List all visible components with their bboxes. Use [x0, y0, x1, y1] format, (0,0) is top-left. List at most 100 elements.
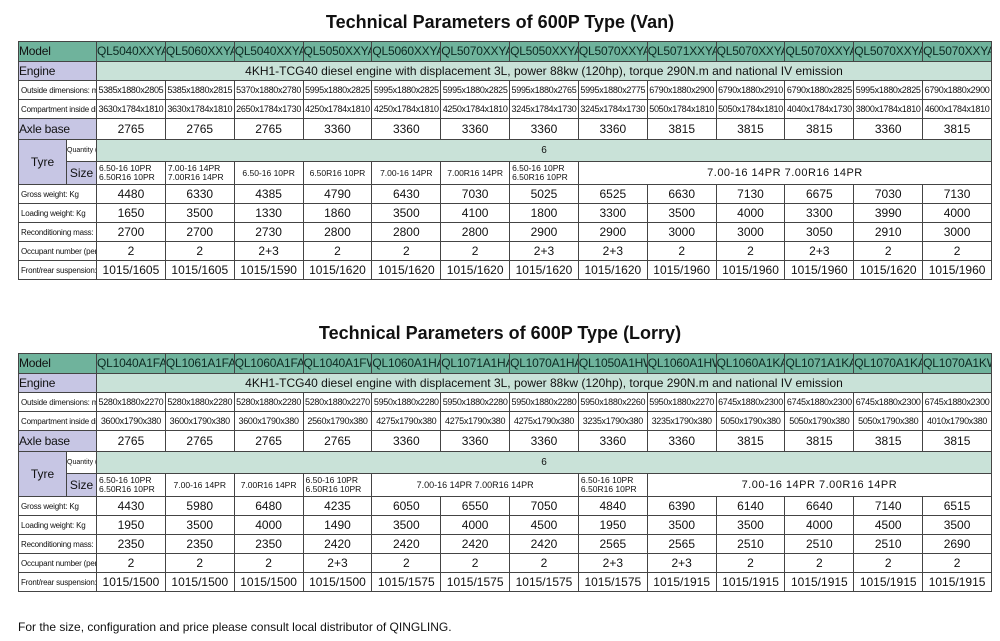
occupant-number-row-label: Occupant number (person) [18, 241, 97, 261]
occupant-number-row-cell: 2 [784, 553, 855, 573]
inside-dimensions-row-cell: 4275x1790x380 [440, 411, 511, 431]
model-row-cell: QL1060A1FA [233, 353, 304, 374]
loading-weight-row-cell: 4500 [853, 515, 924, 535]
gross-weight-row-cell: 6480 [233, 496, 304, 516]
outside-dimensions-row-cell: 6790x1880x2900 [922, 80, 992, 100]
suspension-row-cell: 1015/1605 [96, 260, 166, 280]
model-row-cell: QL5070XXYA1HW [577, 41, 648, 62]
loading-weight-row-cell: 1800 [509, 203, 579, 223]
reconditioning-mass-row-cell: 2350 [233, 534, 304, 554]
loading-weight-row-cell: 3500 [371, 515, 442, 535]
inside-dimensions-row-cell: 2560x1790x380 [302, 411, 373, 431]
inside-dimensions-row-cell: 3235x1790x380 [646, 411, 717, 431]
tyre-size-row: Size 6.50-16 10PR 6.50R16 10PR 7.00-16 1… [19, 473, 993, 497]
occupant-number-row-cell: 2+3 [646, 553, 717, 573]
inside-dimensions-row-label: Compartment inside dimensions: mm [18, 99, 97, 119]
axle-base-row-cell: 3360 [440, 430, 511, 452]
inside-dimensions-row-cell: 4250x1784x1810 [440, 99, 511, 119]
reconditioning-mass-row-cell: 3000 [922, 222, 992, 242]
engine-description: 4KH1-TCG40 diesel engine with displaceme… [96, 373, 992, 393]
tyre-size-cell: 7.00R16 14PR [440, 161, 511, 185]
axle-base-row: Axle base 2765 2765 2765 2765 3360 3360 3360 336… [18, 430, 992, 452]
outside-dimensions-row-cell: 5385x1880x2805 [96, 80, 166, 100]
tyre-size-secondary: 6.50R16 10PR [305, 484, 362, 494]
tyre-size-secondary: 6.50R16 10PR [99, 484, 155, 494]
model-row-cell: QL1070A1KW [922, 353, 992, 374]
outside-dimensions-row-cell: 5280x1880x2280 [233, 392, 304, 412]
occupant-number-row-cell: 2 [96, 241, 166, 261]
reconditioning-mass-row-cell: 2420 [371, 534, 442, 554]
reconditioning-mass-row-cell: 2900 [509, 222, 579, 242]
reconditioning-mass-row-cell: 2900 [577, 222, 648, 242]
gross-weight-row-label: Gross weight: Kg [18, 496, 97, 516]
reconditioning-mass-row-cell: 2565 [646, 534, 717, 554]
occupant-number-row-cell: 2+3 [577, 553, 648, 573]
axle-base-row-cell: 3360 [577, 118, 648, 140]
gross-weight-row-cell: 6140 [715, 496, 786, 516]
axle-base-row-cell: 2765 [164, 430, 235, 452]
suspension-row-cell: 1015/1915 [784, 572, 855, 592]
loading-weight-row-cell: 4000 [715, 203, 786, 223]
tyre-size-cell: 7.00R16 14PR [233, 473, 304, 497]
size-label: Size [66, 161, 97, 185]
occupant-number-row-cell: 2+3 [233, 241, 304, 261]
model-row-cell: QL5070XXYA1HA [440, 41, 511, 62]
inside-dimensions-row-cell: 2650x1784x1730 [233, 99, 304, 119]
loading-weight-row-cell: 4500 [509, 515, 579, 535]
loading-weight-row-cell: 3500 [164, 515, 235, 535]
model-row-cell: QL1060A1KA [715, 353, 786, 374]
gross-weight-row-cell: 6630 [646, 184, 717, 204]
axle-base-row-cell: 3815 [784, 430, 855, 452]
gross-weight-row-cell: 7030 [440, 184, 511, 204]
reconditioning-mass-row-cell: 2700 [164, 222, 235, 242]
occupant-number-row-cell: 2+3 [302, 553, 373, 573]
reconditioning-mass-row-cell: 2510 [715, 534, 786, 554]
reconditioning-mass-row-label: Reconditioning mass: kg [18, 222, 97, 242]
occupant-number-row: Occupant number (person)2222+32222+32+32… [18, 553, 992, 573]
model-row-cell: QL5040XXYA1FW [233, 41, 304, 62]
suspension-row-cell: 1015/1500 [96, 572, 166, 592]
outside-dimensions-row-cell: 5995x1880x2825 [853, 80, 924, 100]
loading-weight-row-cell: 4000 [922, 203, 992, 223]
model-row-cell: QL5050XXYA1HW [509, 41, 579, 62]
tyre-size-cell: 6.50R16 10PR [302, 161, 373, 185]
outside-dimensions-row-cell: 5950x1880x2280 [440, 392, 511, 412]
loading-weight-row-cell: 1950 [96, 515, 166, 535]
axle-base-row-cell: 3815 [853, 430, 924, 452]
suspension-row-cell: 1015/1500 [164, 572, 235, 592]
inside-dimensions-row-cell: 3600x1790x380 [96, 411, 166, 431]
model-row-cell: QL1040A1FW [302, 353, 373, 374]
tyre-label: Tyre [18, 451, 67, 497]
model-row-cell: QL5070XXYA1KW [784, 41, 855, 62]
suspension-row-cell: 1015/1620 [440, 260, 511, 280]
tyre-size-cell: 7.00-16 14PR [371, 161, 442, 185]
axle-base-row-cell: 3360 [577, 430, 648, 452]
reconditioning-mass-row-cell: 3000 [715, 222, 786, 242]
reconditioning-mass-row-cell: 3050 [784, 222, 855, 242]
outside-dimensions-row-cell: 6790x1880x2825 [784, 80, 855, 100]
gross-weight-row-cell: 7050 [509, 496, 579, 516]
outside-dimensions-row-cell: 5950x1880x2260 [577, 392, 648, 412]
axle-base-row-cell: 2765 [233, 118, 304, 140]
tyre-size-primary: 6.50-16 10PR [99, 163, 152, 173]
loading-weight-row-cell: 3500 [371, 203, 442, 223]
suspension-row-cell: 1015/1575 [371, 572, 442, 592]
axle-base-row-cell: 3815 [922, 430, 992, 452]
inside-dimensions-row-cell: 3630x1784x1810 [164, 99, 235, 119]
loading-weight-row-cell: 1860 [302, 203, 373, 223]
outside-dimensions-row-cell: 5385x1880x2815 [164, 80, 235, 100]
axle-base-row-label: Axle base [18, 430, 97, 452]
model-row-cell: QL5071XXYA1KA [646, 41, 717, 62]
reconditioning-mass-row-cell: 2420 [440, 534, 511, 554]
suspension-row-cell: 1015/1605 [164, 260, 235, 280]
outside-dimensions-row-cell: 5950x1880x2280 [371, 392, 442, 412]
axle-base-row-cell: 3360 [509, 118, 579, 140]
tyre-size-shared: 7.00-16 14PR 7.00R16 14PR [577, 161, 993, 185]
loading-weight-row-cell: 1650 [96, 203, 166, 223]
loading-weight-row: Loading weight: Kg 1650 3500 1330 1860 3500 41… [18, 203, 992, 223]
occupant-number-row-cell: 2 [922, 553, 992, 573]
size-label: Size [66, 473, 97, 497]
tyre-quantity-value: 6 [96, 451, 992, 474]
model-row-label: Model [18, 353, 97, 374]
occupant-number-row-cell: 2 [96, 553, 166, 573]
